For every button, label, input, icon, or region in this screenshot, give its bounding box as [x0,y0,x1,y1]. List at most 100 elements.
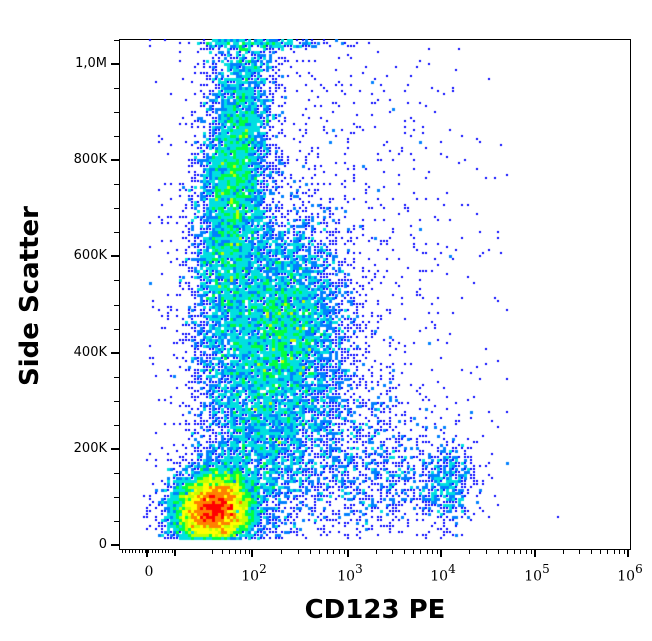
y-major-tick [111,63,119,65]
y-tick-label: 800K [73,152,107,168]
y-major-tick [111,544,119,546]
x-minor-tick [520,550,522,554]
x-major-tick [347,550,349,557]
x-minor-tick [135,550,137,553]
y-minor-tick [114,328,119,330]
x-major-tick [174,550,176,556]
x-minor-tick [158,550,160,553]
x-minor-tick [343,550,345,554]
x-minor-tick [403,550,405,554]
x-minor-tick [280,550,282,554]
x-minor-tick [600,550,601,554]
x-minor-tick [607,550,609,554]
x-minor-tick [333,550,335,554]
x-minor-tick [338,550,340,554]
x-minor-tick [221,550,223,554]
density-scatter-plot [119,39,631,550]
y-tick-label: 0 [98,537,107,552]
x-minor-tick [244,550,246,554]
x-minor-tick [375,550,377,554]
x-major-tick [627,550,629,557]
x-minor-tick [525,550,527,554]
y-tick-label: 600K [73,248,107,264]
x-tick-exponent: 6 [635,562,643,576]
x-minor-tick [623,550,625,554]
y-minor-tick [114,39,119,41]
y-minor-tick [114,88,119,90]
x-minor-tick [164,550,166,553]
x-minor-tick [319,550,321,554]
x-minor-tick [122,550,123,553]
x-minor-tick [497,550,499,554]
y-minor-tick [114,136,119,138]
x-minor-tick [168,550,170,553]
x-minor-tick [297,550,299,554]
y-minor-tick [114,112,119,114]
x-minor-tick [131,550,133,553]
x-minor-tick [579,550,581,554]
x-minor-tick [141,550,143,553]
x-minor-tick [145,550,147,553]
x-minor-tick [155,550,156,553]
x-tick-label: 0 [145,564,154,580]
x-tick-label: 105 [524,562,550,585]
x-minor-tick [125,550,127,553]
x-minor-tick [506,550,508,554]
y-axis-title: Side Scatter [15,206,45,386]
x-minor-tick [392,550,394,554]
y-minor-tick [114,232,119,234]
x-major-tick [534,550,536,557]
x-minor-tick [229,550,231,554]
x-tick-base: 10 [430,568,449,585]
x-major-tick [251,550,253,557]
y-major-tick [111,351,119,354]
y-minor-tick [114,400,119,402]
x-tick-label: 104 [430,562,456,585]
y-major-tick [111,255,119,258]
x-minor-tick [420,550,422,554]
y-minor-tick [114,496,119,498]
x-minor-tick [485,550,487,554]
x-minor-tick [248,550,250,554]
y-minor-tick [114,304,119,306]
x-minor-tick [530,550,532,554]
x-tick-exponent: 5 [542,562,550,576]
x-major-tick [146,550,148,557]
x-tick-base: 10 [617,568,636,585]
x-tick-label: 102 [241,562,267,585]
x-minor-tick [148,550,150,553]
x-minor-tick [514,550,516,554]
x-minor-tick [128,550,130,553]
x-minor-tick [431,550,433,554]
x-minor-tick [426,550,428,554]
x-minor-tick [436,550,438,554]
x-tick-base: 10 [241,568,260,585]
x-minor-tick [326,550,328,554]
y-minor-tick [114,208,119,210]
x-minor-tick [212,550,214,554]
y-minor-tick [114,472,119,474]
y-major-tick [111,447,119,450]
y-minor-tick [114,280,119,282]
x-minor-tick [138,550,140,553]
x-minor-tick [240,550,242,554]
x-tick-exponent: 4 [448,562,456,576]
y-major-tick [111,159,119,162]
x-tick-base: 10 [524,568,543,585]
x-minor-tick [171,550,173,553]
x-minor-tick [413,550,414,554]
x-minor-tick [309,550,311,554]
x-minor-tick [562,550,564,554]
x-tick-label: 103 [337,562,362,585]
x-tick-base: 0 [144,564,154,580]
x-minor-tick [469,550,471,554]
x-tick-exponent: 2 [259,562,267,576]
x-axis-title: CD123 PE [304,595,446,625]
x-minor-tick [161,550,163,553]
x-tick-label: 106 [617,562,643,585]
y-tick-label: 1,0M [75,56,107,71]
y-minor-tick [114,376,119,378]
x-minor-tick [590,550,592,554]
x-major-tick [440,550,442,557]
y-tick-label: 400K [73,344,107,360]
